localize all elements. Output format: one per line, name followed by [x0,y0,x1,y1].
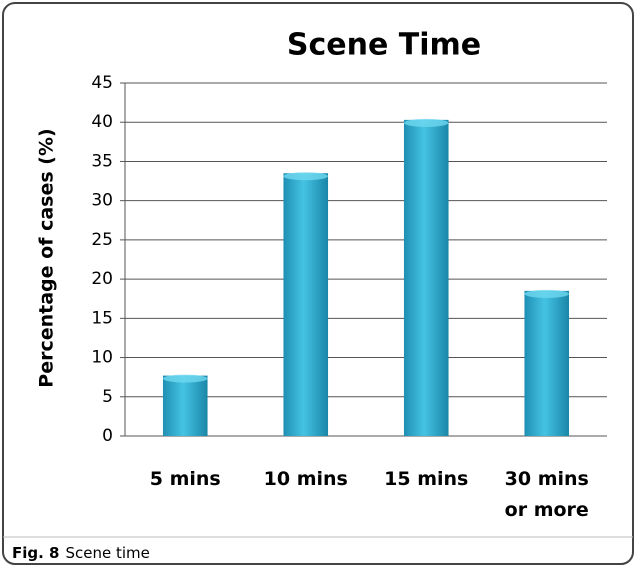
chart-title: Scene Time [287,28,481,63]
x-tick-label: 10 mins [264,468,348,490]
y-tick-label: 10 [91,348,113,368]
x-tick-label: 30 mins or more [505,468,589,521]
y-tick-label: 35 [91,151,113,171]
bar-cap [403,118,449,127]
bar [283,173,329,436]
y-tick-label: 0 [102,426,113,446]
x-tick-label: 5 mins [150,468,221,490]
x-tick-label: 15 mins [384,468,468,490]
bar [162,375,208,436]
y-tick-label: 20 [91,269,113,289]
y-tick-label: 30 [91,191,113,211]
caption: Fig. 8 Scene time [12,544,150,562]
x-tick-line: 10 mins [264,468,348,490]
y-axis-label: Percentage of cases (%) [36,128,58,387]
bar [403,119,449,436]
y-tick-label: 25 [91,230,113,250]
bar-cap [524,289,570,298]
x-tick-line: 5 mins [150,468,221,490]
bar-cap [283,172,329,181]
bar-cap [162,374,208,383]
y-tick-label: 15 [91,308,113,328]
x-tick-line: or more [505,499,589,521]
caption-label: Fig. 8 [12,544,59,562]
y-tick-label: 40 [91,112,113,132]
x-tick-line: 30 mins [505,468,589,490]
caption-text: Scene time [65,544,149,562]
x-tick-line: 15 mins [384,468,468,490]
y-tick-label: 5 [102,387,113,407]
y-tick-label: 45 [91,73,113,93]
bar [524,290,570,436]
